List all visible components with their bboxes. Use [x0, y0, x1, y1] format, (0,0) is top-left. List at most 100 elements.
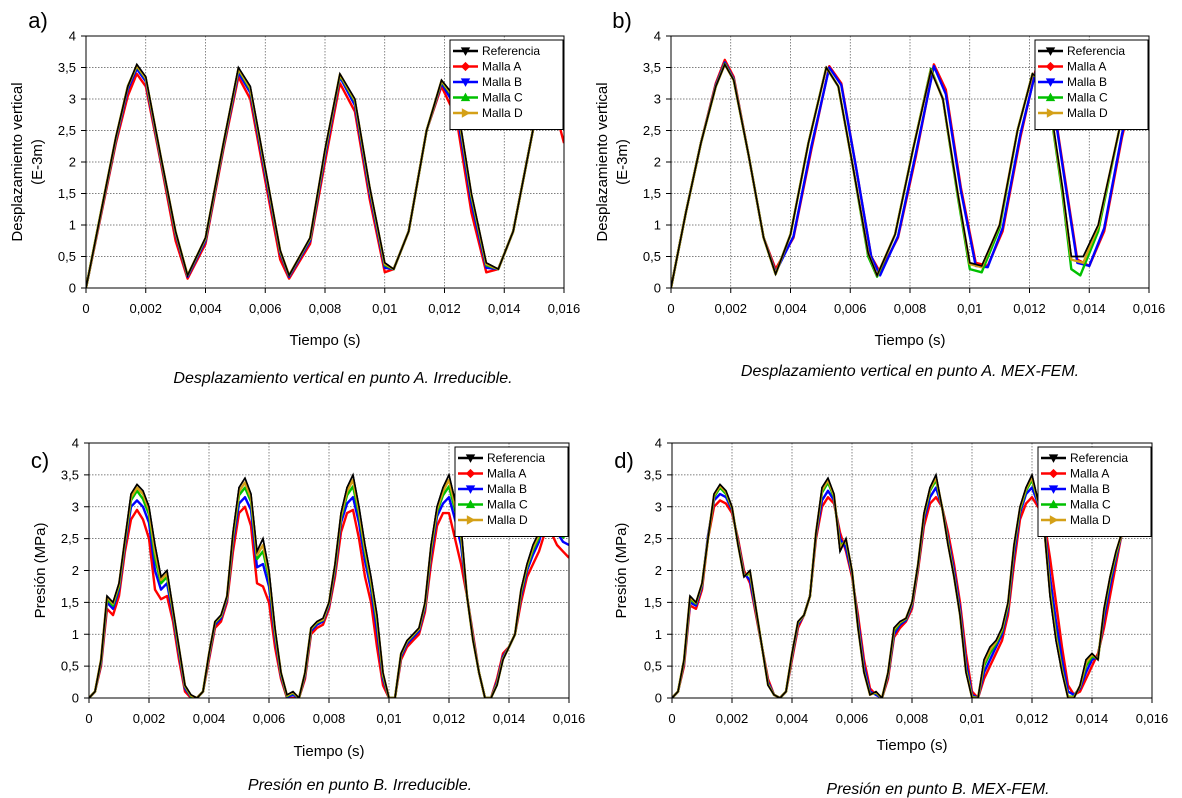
panel-caption: Desplazamiento vertical en punto A. MEX-…	[741, 363, 1079, 380]
legend-marker	[1048, 468, 1059, 479]
y-tick-label: 2,5	[58, 123, 76, 138]
y-tick-label: 1,5	[643, 186, 661, 201]
x-tick-label: 0,012	[433, 711, 466, 726]
y-tick-label: 1	[654, 218, 661, 233]
y-tick-label: 2	[72, 563, 79, 578]
x-axis-label: Tiempo (s)	[293, 743, 364, 760]
x-tick-label: 0,008	[309, 301, 342, 316]
y-tick-label: 3,5	[58, 60, 76, 75]
legend-box	[1037, 446, 1152, 537]
y-tick-label: 0,5	[61, 659, 79, 674]
y-tick-label: 1,5	[61, 595, 79, 610]
legend-box	[449, 39, 564, 130]
x-tick-label: 0	[668, 711, 675, 726]
chart-panel-2: 0 0,002 0,004 0,006 0,008 0,01 0,012 0,014 0,016…	[594, 8, 1165, 380]
panel-caption: Presión en punto B. MEX-FEM.	[826, 781, 1049, 798]
legend-marker	[461, 108, 471, 118]
plot-frame	[88, 442, 570, 699]
x-tick-label: 0,012	[1013, 301, 1046, 316]
series-line-referencia-top	[86, 62, 564, 288]
x-axis-label: Tiempo (s)	[876, 737, 947, 754]
y-tick-label: 2	[69, 155, 76, 170]
x-tick-label: 0,016	[548, 301, 581, 316]
x-tick-label: 0	[82, 301, 89, 316]
plot-frame	[85, 35, 565, 289]
y-tick-label: 3	[655, 499, 662, 514]
y-tick-label: 0,5	[643, 249, 661, 264]
x-tick-label: 0,01	[957, 301, 982, 316]
x-tick-label: 0,006	[253, 711, 286, 726]
chart-panel-3: 0 0,002 0,004 0,006 0,008 0,01 0,012 0,014 0,016…	[31, 436, 585, 795]
y-tick-label: 0	[655, 691, 662, 706]
legend-marker	[1045, 92, 1056, 102]
series-group	[86, 62, 564, 288]
plot-frame	[671, 442, 1153, 699]
plot-frame	[670, 35, 1150, 289]
panel-label: b)	[612, 8, 632, 33]
y-tick-label: 0,5	[58, 249, 76, 264]
y-tick-label: 4	[655, 436, 662, 451]
x-tick-label: 0,014	[488, 301, 521, 316]
legend-marker	[1048, 454, 1059, 463]
x-tick-label: 0,014	[1076, 711, 1109, 726]
legend-entry-label: Referencia	[482, 44, 540, 58]
legend-marker	[1045, 61, 1056, 72]
legend-marker	[465, 468, 476, 479]
y-tick-label: 3,5	[61, 467, 79, 482]
y-axis-label: Presión (MPa)	[32, 523, 49, 619]
legend-entry-label: Malla A	[487, 467, 526, 481]
chart-panel-4: 0 0,002 0,004 0,006 0,008 0,01 0,012 0,014 0,016…	[613, 436, 1168, 798]
x-tick-label: 0,014	[1073, 301, 1106, 316]
y-tick-label: 2,5	[644, 531, 662, 546]
y-axis-label: (E-3m)	[29, 139, 46, 185]
y-tick-label: 0,5	[644, 659, 662, 674]
y-tick-label: 3	[69, 92, 76, 107]
y-tick-label: 2,5	[61, 531, 79, 546]
legend-entry-label: Malla B	[482, 75, 522, 89]
x-tick-label: 0,016	[553, 711, 586, 726]
legend-entry-label: Malla C	[1070, 498, 1111, 512]
y-axis-label: (E-3m)	[614, 139, 631, 185]
y-tick-label: 1	[69, 218, 76, 233]
x-tick-label: 0,002	[133, 711, 166, 726]
legend-marker	[460, 61, 471, 72]
y-tick-label: 2	[654, 155, 661, 170]
y-tick-label: 4	[654, 29, 661, 44]
y-tick-label: 1,5	[58, 186, 76, 201]
x-tick-label: 0,012	[428, 301, 461, 316]
legend-marker	[460, 47, 471, 56]
x-axis-label: Tiempo (s)	[874, 332, 945, 349]
x-tick-label: 0,006	[834, 301, 867, 316]
series-group	[89, 472, 569, 698]
legend-entry-label: Referencia	[1067, 44, 1125, 58]
x-tick-label: 0,008	[313, 711, 346, 726]
legend-marker	[460, 92, 471, 102]
x-tick-label: 0,002	[129, 301, 162, 316]
y-tick-label: 1	[655, 627, 662, 642]
y-tick-label: 0	[72, 691, 79, 706]
legend-entry-label: Malla D	[482, 106, 523, 120]
y-axis-label: Desplazamiento vertical	[594, 82, 611, 241]
y-axis-label: Presión (MPa)	[613, 523, 630, 619]
series-line-referencia-top	[671, 62, 1149, 288]
x-tick-label: 0,006	[249, 301, 282, 316]
x-tick-label: 0,01	[376, 711, 401, 726]
legend-marker	[1045, 47, 1056, 56]
x-tick-label: 0,016	[1133, 301, 1166, 316]
x-tick-label: 0,006	[836, 711, 869, 726]
x-tick-label: 0,004	[774, 301, 807, 316]
panel-label: a)	[28, 8, 48, 33]
legend-entry-label: Malla C	[487, 498, 528, 512]
legend-entry-label: Malla D	[1070, 513, 1111, 527]
legend-marker	[465, 499, 476, 509]
x-tick-label: 0	[85, 711, 92, 726]
panel-caption: Desplazamiento vertical en punto A. Irre…	[173, 370, 512, 387]
legend-marker	[460, 78, 471, 87]
legend-entry-label: Malla B	[1070, 482, 1110, 496]
y-tick-label: 3	[654, 92, 661, 107]
y-tick-label: 3	[72, 499, 79, 514]
legend-marker	[1045, 78, 1056, 87]
